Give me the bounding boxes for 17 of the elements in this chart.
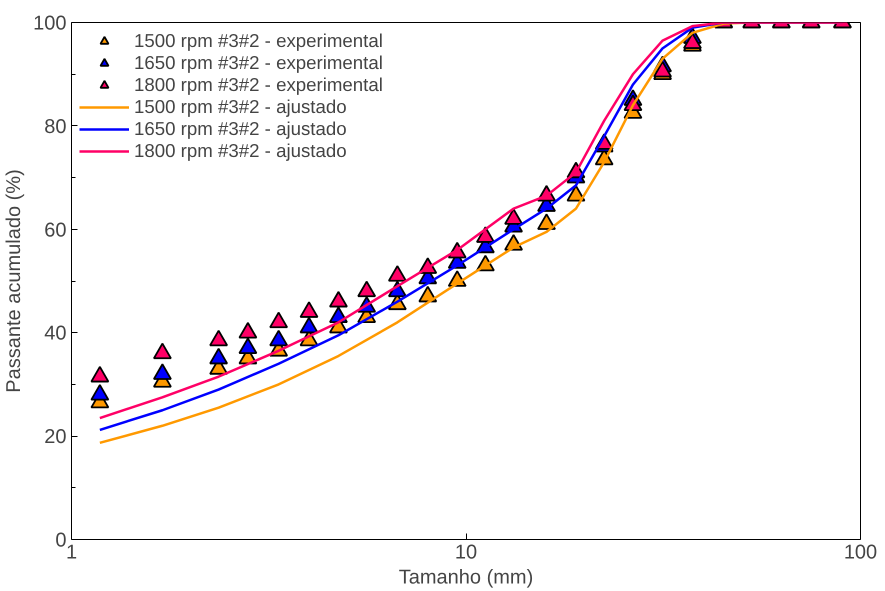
y-tick-label: 60: [44, 219, 67, 242]
y-axis-title: Passante acumulado (%): [3, 169, 26, 393]
legend-label: 1800 rpm #3#2 - ajustado: [134, 140, 347, 162]
x-axis-title: Tamanho (mm): [398, 566, 534, 588]
y-tick-label: 80: [44, 116, 67, 138]
x-tick-label: 100: [844, 542, 878, 564]
y-tick-label: 0: [55, 530, 66, 552]
legend-label: 1500 rpm #3#2 - experimental: [134, 30, 383, 52]
legend-label: 1650 rpm #3#2 - ajustado: [134, 118, 347, 140]
legend-label: 1650 rpm #3#2 - experimental: [134, 52, 383, 74]
y-tick-label: 20: [44, 426, 67, 448]
y-tick-label: 40: [44, 322, 67, 345]
legend-label: 1500 rpm #3#2 - ajustado: [134, 96, 347, 118]
x-tick-label: 10: [454, 542, 478, 564]
y-tick-label: 100: [33, 12, 67, 34]
legend-label: 1800 rpm #3#2 - experimental: [134, 74, 383, 96]
x-tick-label: 1: [66, 542, 78, 564]
